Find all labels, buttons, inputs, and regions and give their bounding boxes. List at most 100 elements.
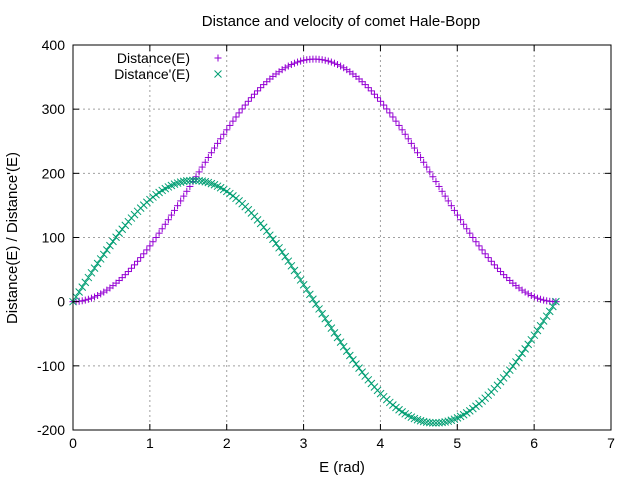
data-point	[182, 177, 191, 185]
data-point	[287, 61, 295, 69]
y-tick-label: 100	[42, 230, 66, 246]
data-point	[389, 113, 397, 121]
data-point	[99, 250, 108, 259]
data-point	[244, 97, 252, 105]
data-point	[545, 307, 554, 316]
data-point	[539, 317, 548, 325]
y-tick-label: 200	[42, 165, 66, 181]
data-point	[87, 294, 95, 302]
data-point	[497, 268, 505, 276]
data-point	[334, 61, 342, 69]
data-point	[131, 261, 139, 269]
data-point	[426, 168, 434, 176]
data-point	[505, 366, 514, 375]
data-point	[284, 62, 292, 70]
data-point	[327, 58, 335, 66]
data-point	[447, 202, 455, 210]
data-point	[102, 246, 111, 254]
data-point	[444, 197, 452, 205]
data-point	[380, 101, 388, 109]
data-point	[386, 109, 394, 117]
data-point	[124, 268, 132, 276]
data-point	[321, 56, 329, 64]
data-point	[377, 97, 385, 105]
data-point	[493, 264, 501, 272]
data-point	[502, 370, 511, 378]
data-point	[183, 187, 191, 195]
data-point	[305, 290, 314, 299]
data-point	[355, 364, 363, 373]
y-tick-label: -100	[37, 358, 65, 374]
data-point	[337, 62, 345, 70]
x-tick-label: 6	[530, 435, 538, 451]
data-point	[189, 176, 197, 185]
data-point	[72, 292, 80, 301]
data-point	[463, 225, 471, 233]
data-point	[536, 321, 545, 330]
data-point	[195, 176, 203, 185]
data-point	[457, 216, 465, 224]
data-point	[312, 300, 320, 308]
data-point	[296, 276, 305, 284]
data-point	[146, 242, 154, 250]
data-point	[204, 153, 212, 161]
data-point	[232, 113, 240, 121]
legend-label: Distance'(E)	[114, 66, 190, 82]
data-point	[290, 59, 298, 67]
data-point	[198, 177, 207, 185]
data-point	[438, 418, 446, 427]
data-point	[419, 417, 428, 426]
grid	[73, 45, 611, 430]
data-point	[118, 274, 126, 282]
data-point	[533, 294, 541, 302]
data-point	[158, 225, 166, 233]
data-point	[164, 216, 172, 224]
data-point	[425, 418, 434, 427]
data-point	[370, 90, 378, 98]
data-point	[401, 130, 409, 138]
data-point	[241, 101, 249, 109]
data-point	[140, 250, 148, 258]
data-point	[210, 144, 218, 152]
data-point	[81, 296, 89, 304]
chart-title: Distance and velocity of comet Hale-Bopp	[202, 13, 480, 30]
data-point	[293, 271, 302, 280]
data-point	[278, 248, 287, 257]
legend-marker	[214, 70, 222, 78]
data-point	[490, 261, 498, 269]
data-point	[266, 231, 274, 240]
x-axis-label: E (rad)	[319, 459, 365, 476]
data-point	[512, 358, 520, 366]
data-point	[515, 353, 523, 362]
data-point	[84, 295, 92, 303]
data-point	[318, 56, 326, 64]
x-tick-label: 5	[453, 435, 461, 451]
data-point	[262, 227, 271, 236]
x-tick-label: 1	[146, 435, 154, 451]
data-point	[453, 211, 461, 219]
data-point	[527, 292, 535, 300]
x-tick-label: 4	[377, 435, 385, 451]
data-point	[137, 254, 145, 262]
data-point	[330, 59, 338, 67]
data-point	[247, 94, 255, 102]
data-point	[429, 173, 437, 181]
data-point	[484, 254, 492, 262]
data-point	[339, 342, 348, 351]
series-layer	[69, 55, 560, 427]
data-point	[97, 290, 105, 298]
y-tick-label: -200	[37, 422, 65, 438]
data-point	[186, 176, 194, 185]
data-point	[167, 211, 175, 219]
data-point	[367, 87, 375, 95]
data-point	[290, 266, 299, 275]
data-point	[481, 250, 489, 258]
data-point	[518, 349, 526, 358]
data-point	[115, 229, 123, 238]
data-point	[272, 239, 280, 248]
data-point	[81, 278, 90, 287]
data-point	[333, 333, 342, 342]
data-point	[345, 351, 354, 360]
data-point	[548, 302, 557, 311]
data-point	[229, 117, 237, 125]
